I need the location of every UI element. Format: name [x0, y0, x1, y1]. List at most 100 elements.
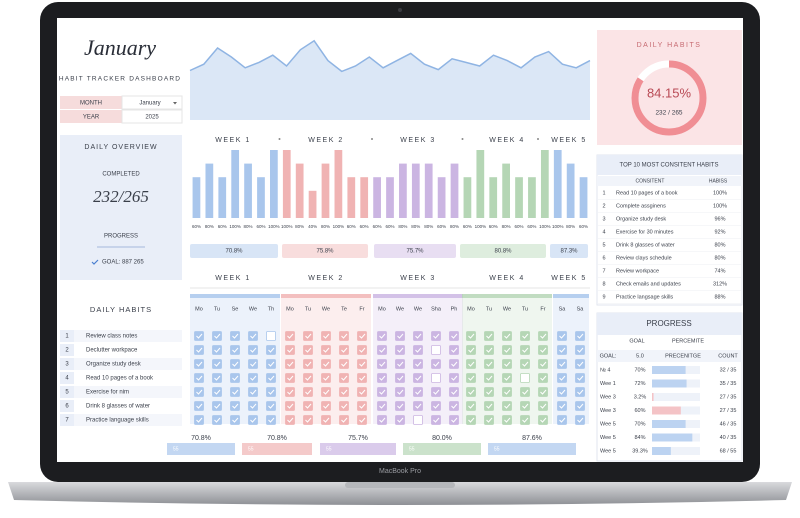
checkbox[interactable]	[194, 373, 204, 383]
checkbox[interactable]	[248, 331, 258, 341]
checkbox[interactable]	[357, 387, 367, 397]
checkbox[interactable]	[339, 331, 349, 341]
checkbox[interactable]	[431, 401, 441, 411]
checkbox[interactable]	[431, 345, 441, 355]
checkbox[interactable]	[377, 387, 387, 397]
checkbox[interactable]	[502, 415, 512, 425]
checkbox[interactable]	[413, 401, 423, 411]
checkbox[interactable]	[230, 415, 240, 425]
checkbox[interactable]	[377, 331, 387, 341]
checkbox[interactable]	[285, 387, 295, 397]
checkbox[interactable]	[538, 401, 548, 411]
checkbox[interactable]	[466, 359, 476, 369]
checkbox[interactable]	[194, 345, 204, 355]
checkbox[interactable]	[248, 345, 258, 355]
checkbox[interactable]	[484, 373, 494, 383]
checkbox[interactable]	[575, 331, 585, 341]
checkbox[interactable]	[538, 359, 548, 369]
checkbox[interactable]	[466, 345, 476, 355]
checkbox[interactable]	[449, 345, 459, 355]
checkbox[interactable]	[321, 359, 331, 369]
checkbox[interactable]	[212, 387, 222, 397]
checkbox[interactable]	[502, 359, 512, 369]
checkbox[interactable]	[303, 401, 313, 411]
checkbox[interactable]	[575, 345, 585, 355]
checkbox[interactable]	[484, 387, 494, 397]
checkbox[interactable]	[520, 345, 530, 355]
checkbox[interactable]	[520, 401, 530, 411]
checkbox[interactable]	[557, 331, 567, 341]
checkbox[interactable]	[266, 373, 276, 383]
checkbox[interactable]	[377, 345, 387, 355]
checkbox[interactable]	[431, 415, 441, 425]
checkbox[interactable]	[520, 331, 530, 341]
checkbox[interactable]	[431, 373, 441, 383]
checkbox[interactable]	[395, 359, 405, 369]
checkbox[interactable]	[575, 415, 585, 425]
checkbox[interactable]	[339, 401, 349, 411]
checkbox[interactable]	[466, 387, 476, 397]
checkbox[interactable]	[230, 387, 240, 397]
checkbox[interactable]	[557, 415, 567, 425]
checkbox[interactable]	[321, 415, 331, 425]
checkbox[interactable]	[339, 387, 349, 397]
checkbox[interactable]	[212, 345, 222, 355]
checkbox[interactable]	[377, 373, 387, 383]
checkbox[interactable]	[395, 345, 405, 355]
checkbox[interactable]	[357, 331, 367, 341]
checkbox[interactable]	[520, 373, 530, 383]
checkbox[interactable]	[212, 373, 222, 383]
checkbox[interactable]	[248, 373, 258, 383]
checkbox[interactable]	[575, 373, 585, 383]
checkbox[interactable]	[538, 387, 548, 397]
checkbox[interactable]	[230, 345, 240, 355]
checkbox[interactable]	[502, 331, 512, 341]
checkbox[interactable]	[303, 345, 313, 355]
checkbox[interactable]	[303, 331, 313, 341]
checkbox[interactable]	[357, 373, 367, 383]
checkbox[interactable]	[266, 331, 276, 341]
checkbox[interactable]	[520, 387, 530, 397]
checkbox[interactable]	[413, 387, 423, 397]
checkbox[interactable]	[466, 415, 476, 425]
checkbox[interactable]	[449, 331, 459, 341]
checkbox[interactable]	[377, 415, 387, 425]
checkbox[interactable]	[575, 401, 585, 411]
checkbox[interactable]	[194, 387, 204, 397]
checkbox[interactable]	[339, 373, 349, 383]
checkbox[interactable]	[538, 373, 548, 383]
checkbox[interactable]	[230, 401, 240, 411]
checkbox[interactable]	[194, 331, 204, 341]
checkbox[interactable]	[212, 331, 222, 341]
checkbox[interactable]	[285, 331, 295, 341]
checkbox[interactable]	[557, 401, 567, 411]
checkbox[interactable]	[212, 415, 222, 425]
checkbox[interactable]	[431, 359, 441, 369]
checkbox[interactable]	[395, 373, 405, 383]
checkbox[interactable]	[303, 359, 313, 369]
checkbox[interactable]	[449, 401, 459, 411]
checkbox[interactable]	[230, 373, 240, 383]
checkbox[interactable]	[230, 359, 240, 369]
checkbox[interactable]	[395, 415, 405, 425]
checkbox[interactable]	[395, 331, 405, 341]
checkbox[interactable]	[194, 359, 204, 369]
checkbox[interactable]	[303, 373, 313, 383]
checkbox[interactable]	[377, 359, 387, 369]
checkbox[interactable]	[339, 359, 349, 369]
checkbox[interactable]	[321, 373, 331, 383]
checkbox[interactable]	[303, 415, 313, 425]
checkbox[interactable]	[538, 415, 548, 425]
checkbox[interactable]	[502, 387, 512, 397]
checkbox[interactable]	[266, 401, 276, 411]
checkbox[interactable]	[431, 387, 441, 397]
checkbox[interactable]	[413, 415, 423, 425]
checkbox[interactable]	[557, 387, 567, 397]
checkbox[interactable]	[266, 359, 276, 369]
checkbox[interactable]	[484, 331, 494, 341]
checkbox[interactable]	[321, 345, 331, 355]
checkbox[interactable]	[575, 387, 585, 397]
checkbox[interactable]	[502, 373, 512, 383]
checkbox[interactable]	[484, 401, 494, 411]
checkbox[interactable]	[303, 387, 313, 397]
